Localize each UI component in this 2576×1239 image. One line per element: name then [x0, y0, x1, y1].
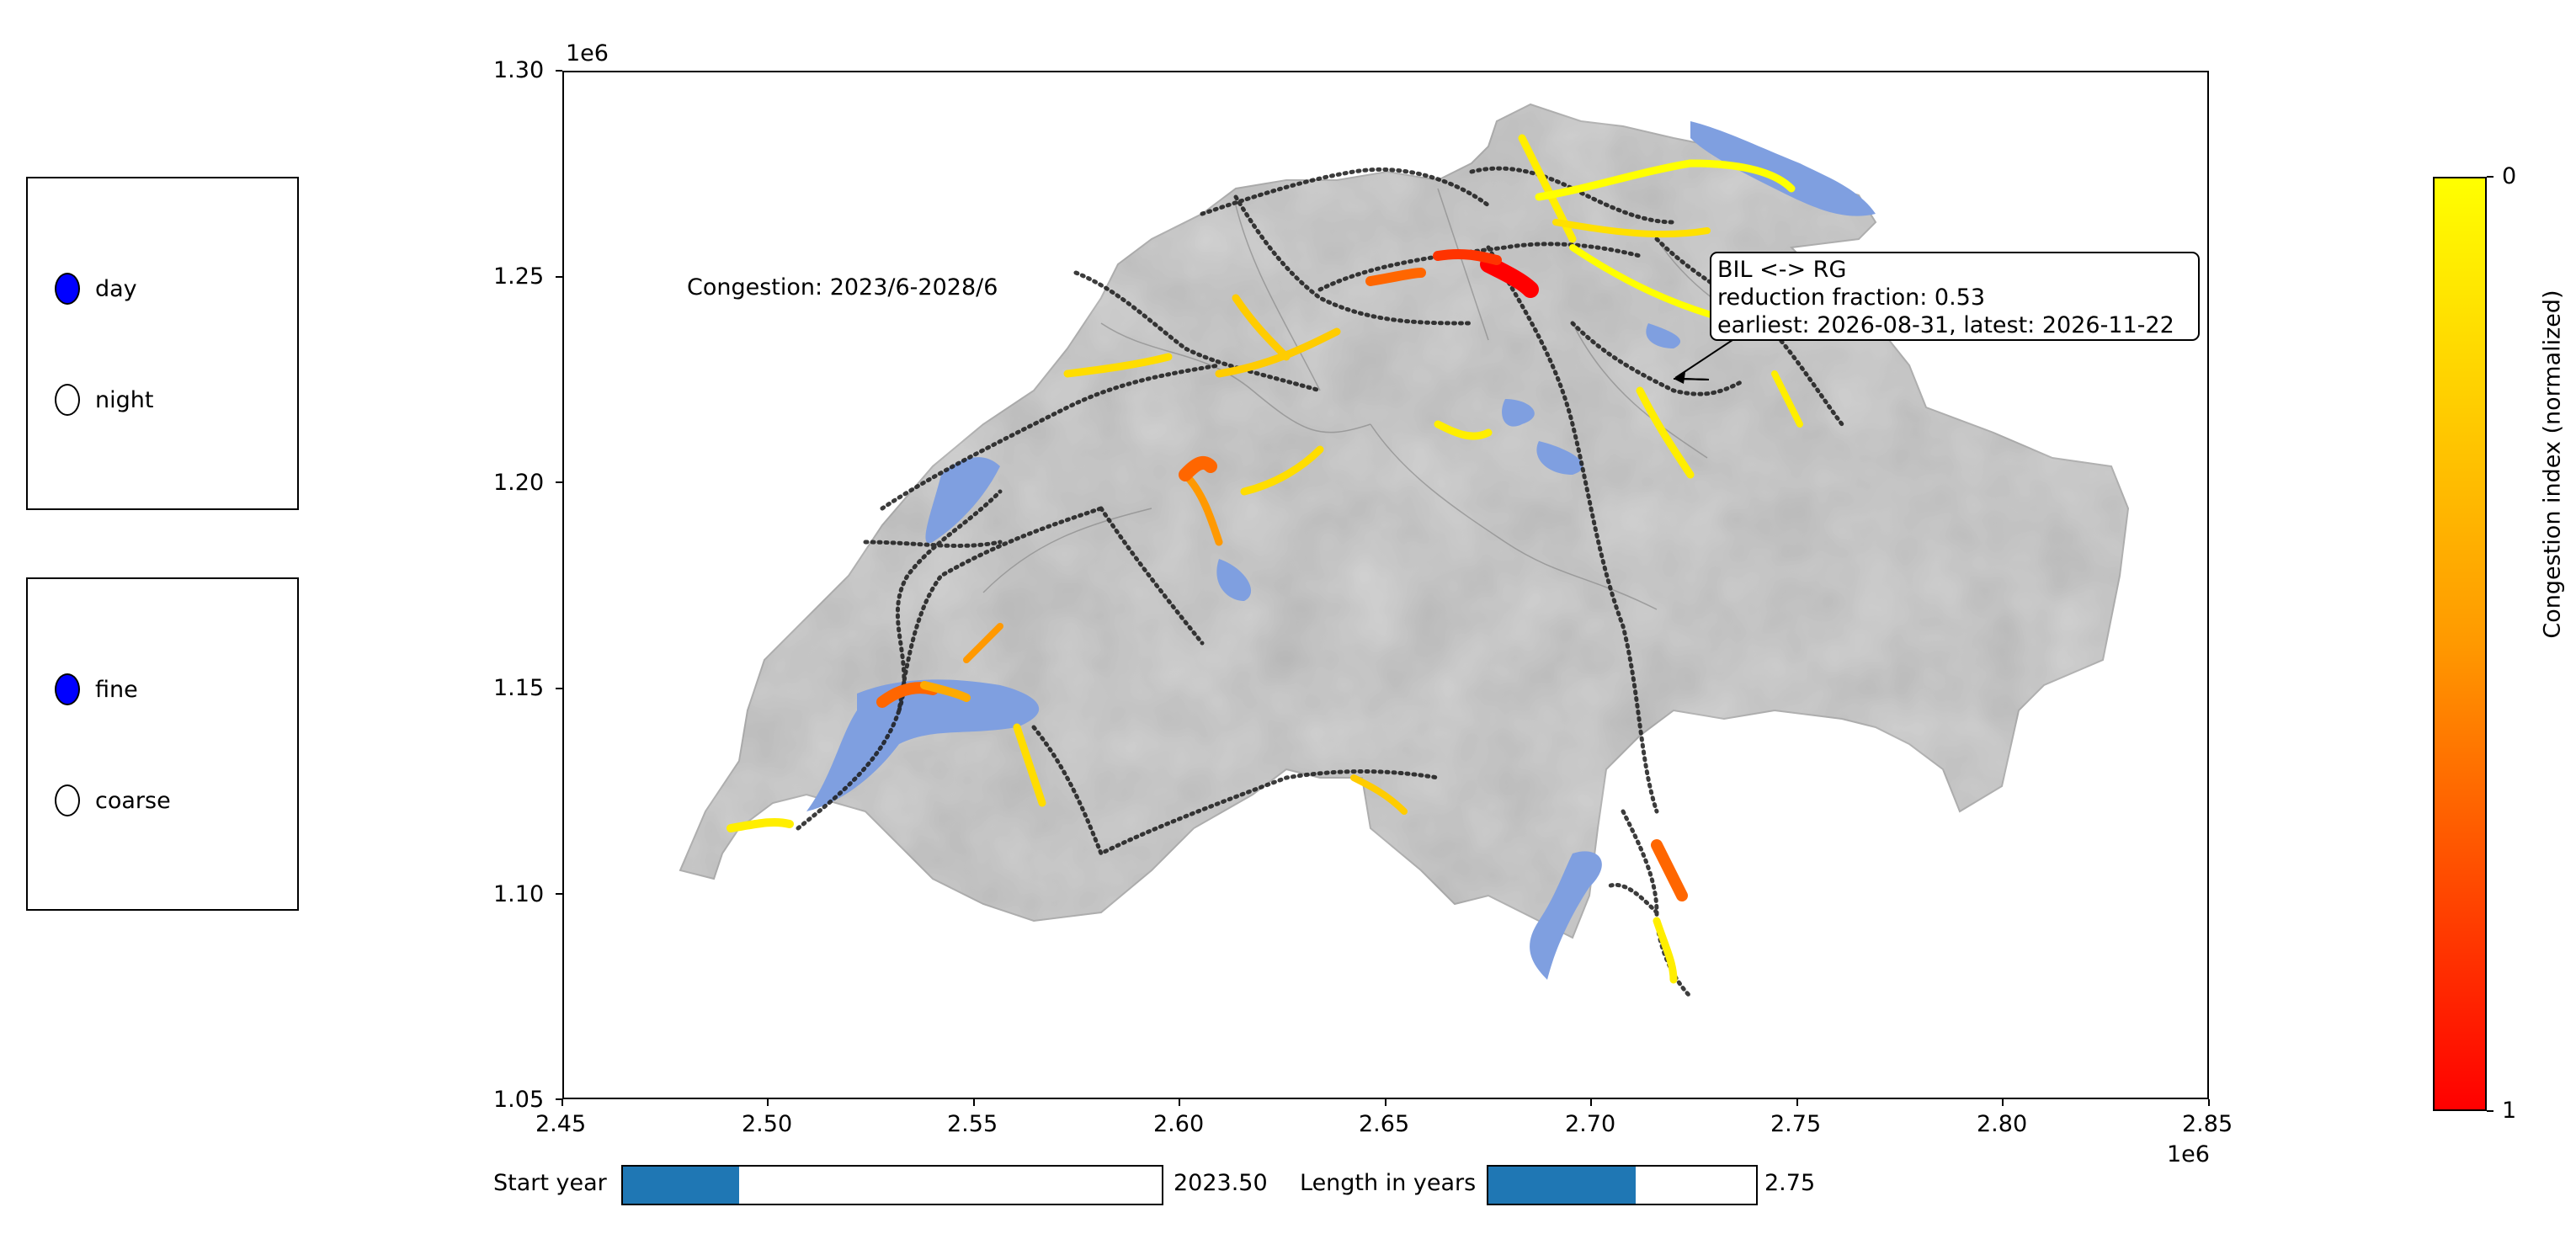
radio-day-label: day: [95, 275, 137, 302]
x-tick-label: 2.85: [2182, 1111, 2233, 1137]
x-tick-label: 2.60: [1153, 1111, 1205, 1137]
x-axis-exponent: 1e6: [2167, 1141, 2210, 1167]
radio-day-indicator[interactable]: [55, 273, 80, 305]
rail-network: [796, 166, 1844, 999]
radio-option-night[interactable]: night: [28, 384, 153, 416]
congestion-period-label: Congestion: 2023/6-2028/6: [687, 274, 998, 300]
colorbar-tick-bottom: 1: [2502, 1098, 2517, 1124]
x-tick-label: 2.55: [947, 1111, 998, 1137]
y-tick-label: 1.25: [493, 263, 545, 290]
tooltip-line-dates: earliest: 2026-08-31, latest: 2026-11-22: [1717, 312, 2174, 338]
length-years-slider-fill[interactable]: [1488, 1167, 1636, 1204]
x-tick-label: 2.70: [1565, 1111, 1616, 1137]
y-tick-label: 1.05: [493, 1087, 545, 1113]
tooltip-line-segment: BIL <-> RG: [1717, 257, 1847, 283]
start-year-label: Start year: [493, 1170, 607, 1196]
day-night-radio-group: day night: [26, 177, 299, 510]
y-tick-label: 1.15: [493, 675, 545, 701]
y-tick-label: 1.20: [493, 470, 545, 496]
lakes: [806, 121, 1876, 980]
start-year-slider[interactable]: [621, 1165, 1163, 1205]
x-tick-label: 2.75: [1770, 1111, 1822, 1137]
x-tick-label: 2.80: [1977, 1111, 2028, 1137]
tooltip-text: BIL <-> RG reduction fraction: 0.53 earl…: [1717, 256, 2174, 339]
y-tick-label: 1.10: [493, 881, 545, 907]
start-year-value: 2023.50: [1174, 1170, 1268, 1196]
radio-night-label: night: [95, 386, 154, 413]
radio-option-coarse[interactable]: coarse: [28, 784, 171, 816]
length-years-label: Length in years: [1300, 1170, 1477, 1196]
segment-tooltip: [1673, 252, 2200, 384]
start-year-slider-fill[interactable]: [623, 1167, 739, 1204]
congestion-segments: [726, 134, 1803, 984]
x-tick-label: 2.50: [742, 1111, 793, 1137]
length-years-slider[interactable]: [1487, 1165, 1758, 1205]
colorbar-label: Congestion index (normalized): [2539, 290, 2566, 639]
x-tick-label: 2.45: [535, 1111, 587, 1137]
colorbar-tick-top: 0: [2502, 163, 2517, 189]
y-tick-label: 1.30: [493, 57, 545, 83]
plot-frame: [562, 71, 2209, 1099]
tooltip-line-reduction: reduction fraction: 0.53: [1717, 284, 1986, 311]
y-axis-exponent: 1e6: [566, 40, 609, 66]
x-tick-label: 2.65: [1359, 1111, 1410, 1137]
congestion-colorbar: [2433, 177, 2487, 1111]
radio-fine-label: fine: [95, 676, 138, 703]
colorbar-tick-marks: [2487, 176, 2494, 1112]
radio-option-day[interactable]: day: [28, 273, 137, 305]
radio-coarse-label: coarse: [95, 787, 171, 814]
resolution-radio-group: fine coarse: [26, 577, 299, 911]
radio-coarse-indicator[interactable]: [55, 784, 80, 816]
radio-option-fine[interactable]: fine: [28, 673, 138, 705]
length-years-value: 2.75: [1764, 1170, 1816, 1196]
radio-night-indicator[interactable]: [55, 384, 80, 416]
radio-fine-indicator[interactable]: [55, 673, 80, 705]
congestion-map[interactable]: [562, 71, 2209, 1099]
